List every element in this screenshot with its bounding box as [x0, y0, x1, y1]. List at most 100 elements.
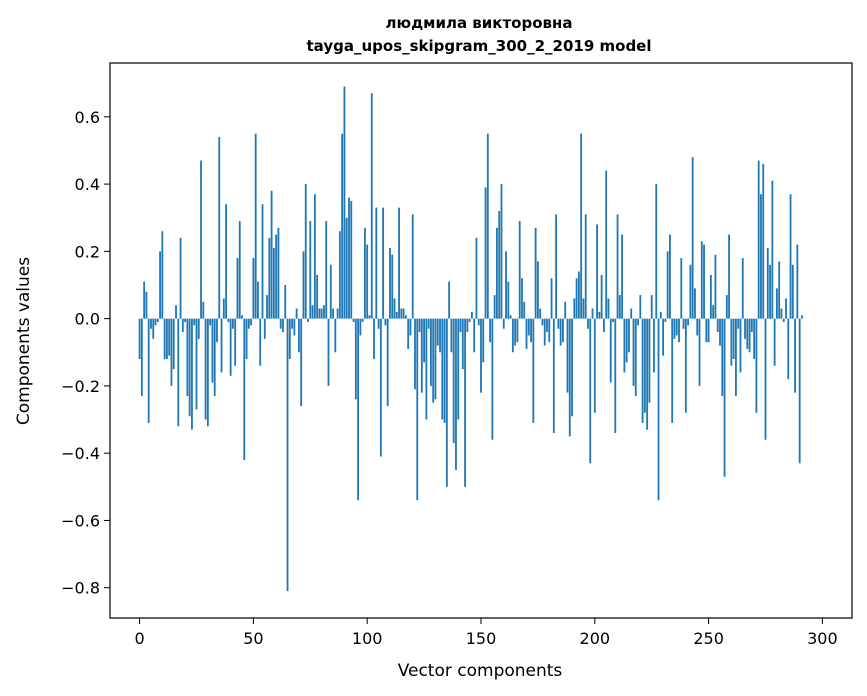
bar: [552, 318, 555, 433]
bar: [796, 244, 799, 319]
bar: [368, 315, 371, 319]
bar: [247, 318, 250, 329]
bar: [641, 318, 644, 423]
bar: [728, 234, 730, 319]
bar: [450, 318, 453, 353]
bar: [760, 194, 762, 319]
bar: [409, 318, 412, 336]
bar: [170, 318, 173, 386]
bar: [354, 318, 357, 400]
bar: [323, 305, 325, 319]
bar: [587, 318, 589, 329]
bar: [177, 318, 180, 427]
bar: [266, 295, 268, 319]
bar: [243, 318, 246, 460]
bar: [425, 318, 428, 420]
bar: [430, 318, 432, 386]
bar: [304, 184, 307, 319]
bar: [455, 318, 457, 470]
bar: [664, 318, 667, 322]
bar: [673, 318, 676, 339]
bar: [755, 318, 758, 413]
bar: [618, 295, 621, 319]
bar: [443, 318, 446, 423]
bar: [721, 318, 724, 396]
bar: [764, 318, 767, 440]
bar: [179, 237, 182, 319]
bar: [539, 308, 542, 319]
bar: [589, 318, 592, 464]
bar: [259, 318, 262, 366]
bar: [662, 318, 664, 356]
bar: [632, 318, 635, 386]
bar: [703, 244, 705, 319]
bar: [373, 318, 375, 359]
bar: [655, 184, 658, 319]
bar: [138, 318, 141, 359]
bar: [195, 318, 198, 410]
bar: [327, 318, 330, 386]
bar: [434, 318, 437, 400]
bar: [582, 298, 585, 319]
bar: [168, 318, 171, 356]
bar: [423, 318, 426, 363]
bar: [439, 318, 441, 353]
bar: [536, 261, 539, 319]
bar: [694, 288, 696, 319]
bar: [295, 308, 298, 319]
bar: [546, 318, 548, 333]
y-tick-label: −0.2: [61, 377, 100, 396]
bar: [780, 308, 783, 319]
bar: [311, 305, 314, 319]
bar: [532, 318, 535, 423]
bar: [227, 318, 230, 322]
bar: [407, 318, 410, 349]
bar: [596, 224, 598, 319]
bar: [555, 214, 558, 319]
bar: [794, 318, 797, 393]
bar: [275, 234, 278, 319]
bar: [541, 318, 544, 326]
bar: [316, 274, 319, 319]
bar: [507, 281, 510, 319]
bar: [771, 180, 774, 319]
bar: [493, 295, 496, 319]
bar: [750, 318, 753, 333]
bar: [559, 318, 562, 346]
bar: [684, 318, 687, 413]
bar: [411, 214, 414, 319]
bar: [334, 318, 337, 353]
bar: [254, 133, 257, 319]
bar: [370, 93, 373, 319]
x-tick-label: 150: [466, 629, 497, 648]
bar: [282, 318, 284, 333]
bar: [279, 318, 282, 329]
bar: [705, 318, 708, 343]
bar: [505, 251, 507, 319]
bar: [241, 315, 243, 319]
bar: [741, 258, 744, 319]
bar: [420, 318, 423, 393]
bar: [186, 318, 189, 396]
bar: [502, 318, 505, 329]
bar: [236, 258, 239, 319]
x-tick-label: 50: [243, 629, 263, 648]
bar: [384, 318, 387, 326]
bar: [277, 227, 280, 319]
x-tick-label: 200: [580, 629, 611, 648]
bar: [270, 190, 273, 319]
bar: [402, 308, 405, 319]
x-axis-label: Vector components: [398, 661, 563, 681]
bar: [263, 318, 266, 339]
bar: [359, 318, 362, 336]
bar: [782, 318, 785, 322]
bar: [580, 133, 583, 319]
bar: [757, 160, 760, 319]
bar: [489, 318, 492, 343]
bar: [209, 318, 212, 326]
bar: [473, 318, 476, 353]
bar: [427, 318, 430, 329]
bar: [639, 295, 642, 319]
bar: [527, 318, 530, 336]
